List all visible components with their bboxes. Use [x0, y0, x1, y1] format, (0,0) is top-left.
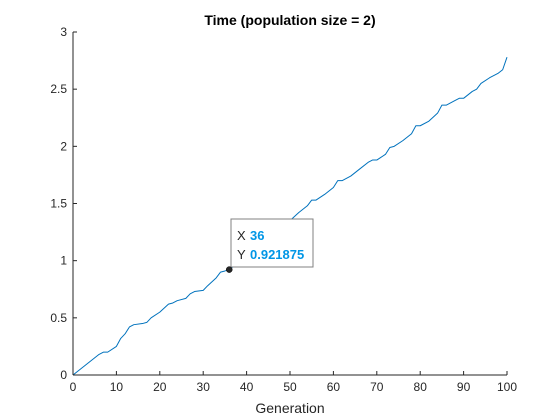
y-tick-label: 1.5: [50, 197, 67, 211]
x-axis-title: Generation: [255, 400, 324, 416]
y-tick-label: 0.5: [50, 311, 67, 325]
datatip-marker[interactable]: [225, 266, 233, 273]
x-tick-label: 20: [153, 380, 167, 394]
datatip-y-value: 0.921875: [250, 247, 304, 262]
x-tick-label: 40: [240, 380, 254, 394]
x-tick-label: 60: [327, 380, 341, 394]
x-tick-label: 80: [414, 380, 428, 394]
y-tick-label: 3: [60, 25, 67, 39]
x-tick-label: 70: [370, 380, 384, 394]
x-ticks: 0 10 20 30 40 50 60 70 80 90 100: [70, 371, 517, 394]
datatip-x-key: X: [237, 228, 246, 243]
x-tick-label: 30: [197, 380, 211, 394]
y-ticks: 0 0.5 1 1.5 2 2.5 3: [50, 25, 77, 382]
y-tick-label: 1: [60, 254, 67, 268]
x-tick-label: 100: [497, 380, 517, 394]
y-tick-label: 2: [60, 139, 67, 153]
series-layer: [72, 56, 508, 376]
x-tick-label: 10: [110, 380, 124, 394]
datatip-box[interactable]: [230, 218, 314, 268]
x-tick-label: 50: [283, 380, 297, 394]
chart-title: Time (population size = 2): [204, 12, 375, 28]
y-tick-label: 0: [60, 368, 67, 382]
series-line[interactable]: [72, 56, 508, 376]
x-tick-label: 0: [70, 380, 77, 394]
datatip-x-value: 36: [250, 228, 264, 243]
y-tick-label: 2.5: [50, 82, 67, 96]
datatip-y-key: Y: [237, 247, 246, 262]
x-tick-label: 90: [457, 380, 471, 394]
datatip[interactable]: X 36 Y 0.921875: [225, 218, 314, 273]
plot-area: 0 10 20 30 40 50 60 70 80 90 100 0 0.5 1 1.5 2 2.5 3: [50, 25, 517, 394]
